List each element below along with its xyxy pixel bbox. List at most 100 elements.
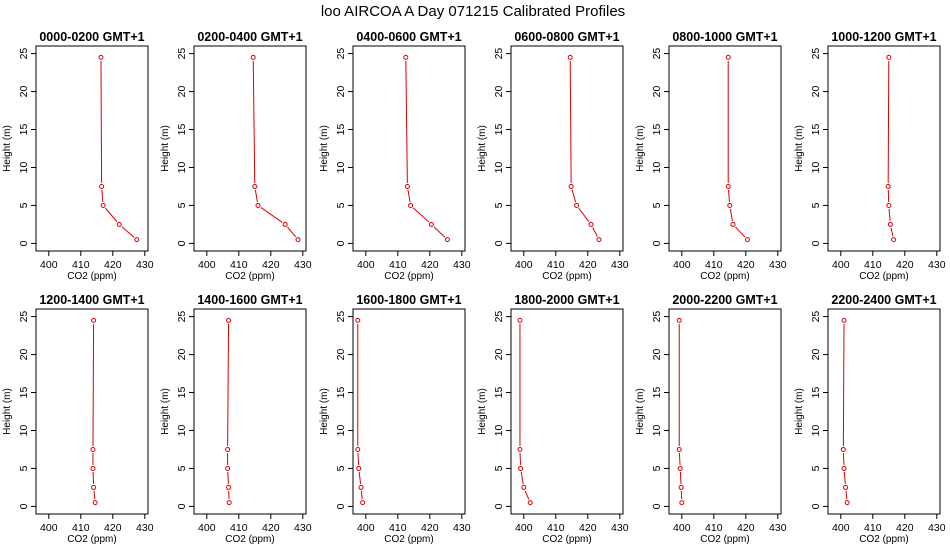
profile-panel-8: 1400-1600 GMT+1 400 410 420 430 0 5 10 15 20 25 CO2…: [160, 293, 312, 545]
x-tick-label: 420: [104, 522, 122, 534]
plot-frame: [193, 308, 307, 515]
y-tick-label: 20: [651, 349, 663, 361]
x-tick-label: 410: [389, 522, 407, 534]
x-tick-label: 410: [230, 259, 248, 271]
profile-panel-7: 1200-1400 GMT+1 400 410 420 430 0 5 10 15 20 25 CO2…: [2, 293, 154, 545]
y-tick-label: 10: [810, 424, 822, 436]
figure-title: loo AIRCOA A Day 071215 Calibrated Profi…: [321, 3, 625, 20]
profile-point: [252, 183, 258, 189]
profile-line-segment: [100, 60, 103, 183]
profile-point: [886, 202, 892, 208]
x-tick-label: 420: [262, 259, 280, 271]
x-tick-label: 410: [705, 522, 723, 534]
x-tick-label: 400: [832, 259, 850, 271]
panel-title: 0400-0600 GMT+1: [356, 30, 461, 44]
x-tick-label: 420: [262, 522, 280, 534]
y-tick-label: 20: [810, 349, 822, 361]
x-tick-label: 410: [705, 259, 723, 271]
x-axis-label: CO2 (ppm): [700, 534, 749, 545]
y-tick-label: 20: [810, 86, 822, 98]
x-axis-label: CO2 (ppm): [67, 271, 116, 282]
profile-line-segment: [433, 226, 446, 238]
y-tick-label: 15: [810, 124, 822, 136]
profile-point: [891, 237, 897, 243]
x-tick-label: 430: [294, 522, 312, 534]
y-tick-label: 10: [18, 161, 30, 173]
y-axis-label: Height (m): [160, 388, 171, 435]
panel-title: 1200-1400 GMT+1: [39, 293, 144, 307]
profile-line-segment: [842, 323, 845, 446]
y-tick-label: 5: [335, 202, 347, 208]
profile-point: [844, 500, 850, 506]
y-tick-label: 15: [651, 124, 663, 136]
profile-point: [588, 221, 594, 227]
profile-line-segment: [888, 208, 891, 221]
profile-line-segment: [843, 471, 846, 484]
profile-point: [91, 317, 97, 323]
profile-line-segment: [227, 323, 230, 446]
profile-point: [404, 183, 410, 189]
x-tick-label: 430: [769, 259, 787, 271]
x-tick-label: 410: [864, 259, 882, 271]
x-tick-label: 420: [104, 259, 122, 271]
y-tick-label: 5: [493, 202, 505, 208]
x-tick-label: 420: [896, 259, 914, 271]
profile-point: [840, 446, 846, 452]
plot-frame: [193, 45, 307, 252]
y-tick-label: 25: [18, 311, 30, 323]
y-tick-label: 10: [810, 161, 822, 173]
y-tick-label: 5: [810, 465, 822, 471]
plot-frame: [352, 45, 466, 252]
profile-point: [250, 54, 256, 60]
profile-line-segment: [678, 452, 681, 465]
profile-line-segment: [260, 207, 283, 223]
profile-line-segment: [227, 471, 229, 484]
y-axis-label: Height (m): [794, 125, 805, 172]
y-tick-label: 10: [493, 161, 505, 173]
profile-point: [887, 221, 893, 227]
y-tick-label: 25: [176, 311, 188, 323]
profile-point: [255, 202, 261, 208]
profile-line-segment: [569, 60, 572, 183]
panel-title: 2200-2400 GMT+1: [831, 293, 936, 307]
y-axis-label: Height (m): [794, 388, 805, 435]
plot-frame: [827, 45, 941, 252]
profile-panel-4: 0600-0800 GMT+1 400 410 420 430 0 5 10 15 20 25 CO2…: [477, 30, 629, 282]
y-tick-label: 0: [335, 240, 347, 246]
profile-line-segment: [407, 189, 411, 203]
y-tick-label: 25: [810, 311, 822, 323]
x-tick-label: 430: [136, 259, 154, 271]
x-tick-label: 420: [737, 522, 755, 534]
profile-point: [567, 54, 573, 60]
y-tick-label: 15: [651, 387, 663, 399]
x-tick-label: 430: [928, 522, 946, 534]
y-axis-label: Height (m): [635, 388, 646, 435]
profile-line-segment: [101, 189, 104, 202]
y-tick-label: 25: [651, 311, 663, 323]
y-axis-label: Height (m): [2, 388, 13, 435]
y-axis-label: Height (m): [477, 388, 488, 435]
x-axis-label: CO2 (ppm): [384, 271, 433, 282]
profile-point: [679, 500, 685, 506]
profile-line-segment: [729, 208, 733, 222]
x-tick-label: 420: [421, 522, 439, 534]
profile-line-segment: [520, 471, 524, 485]
y-axis-label: Height (m): [635, 125, 646, 172]
y-tick-label: 15: [18, 124, 30, 136]
y-tick-label: 10: [335, 424, 347, 436]
profile-point: [358, 484, 364, 490]
profile-point: [98, 54, 104, 60]
profile-panel-10: 1800-2000 GMT+1 400 410 420 430 0 5 10 15 20 25 CO2…: [477, 293, 629, 545]
profile-panel-6: 1000-1200 GMT+1 400 410 420 430 0 5 10 15 20 25 CO2…: [794, 30, 946, 282]
profile-point: [725, 54, 731, 60]
y-tick-label: 20: [651, 86, 663, 98]
panel-grid: 0000-0200 GMT+1 400 410 420 430 0 5 10 15 20 25 CO2…: [2, 30, 946, 545]
panel-title: 1600-1800 GMT+1: [356, 293, 461, 307]
profile-line-segment: [592, 227, 598, 237]
profile-point: [727, 202, 733, 208]
y-tick-label: 25: [335, 311, 347, 323]
profile-point: [885, 183, 891, 189]
y-tick-label: 20: [176, 349, 188, 361]
x-axis-label: CO2 (ppm): [67, 534, 116, 545]
y-tick-label: 10: [493, 424, 505, 436]
